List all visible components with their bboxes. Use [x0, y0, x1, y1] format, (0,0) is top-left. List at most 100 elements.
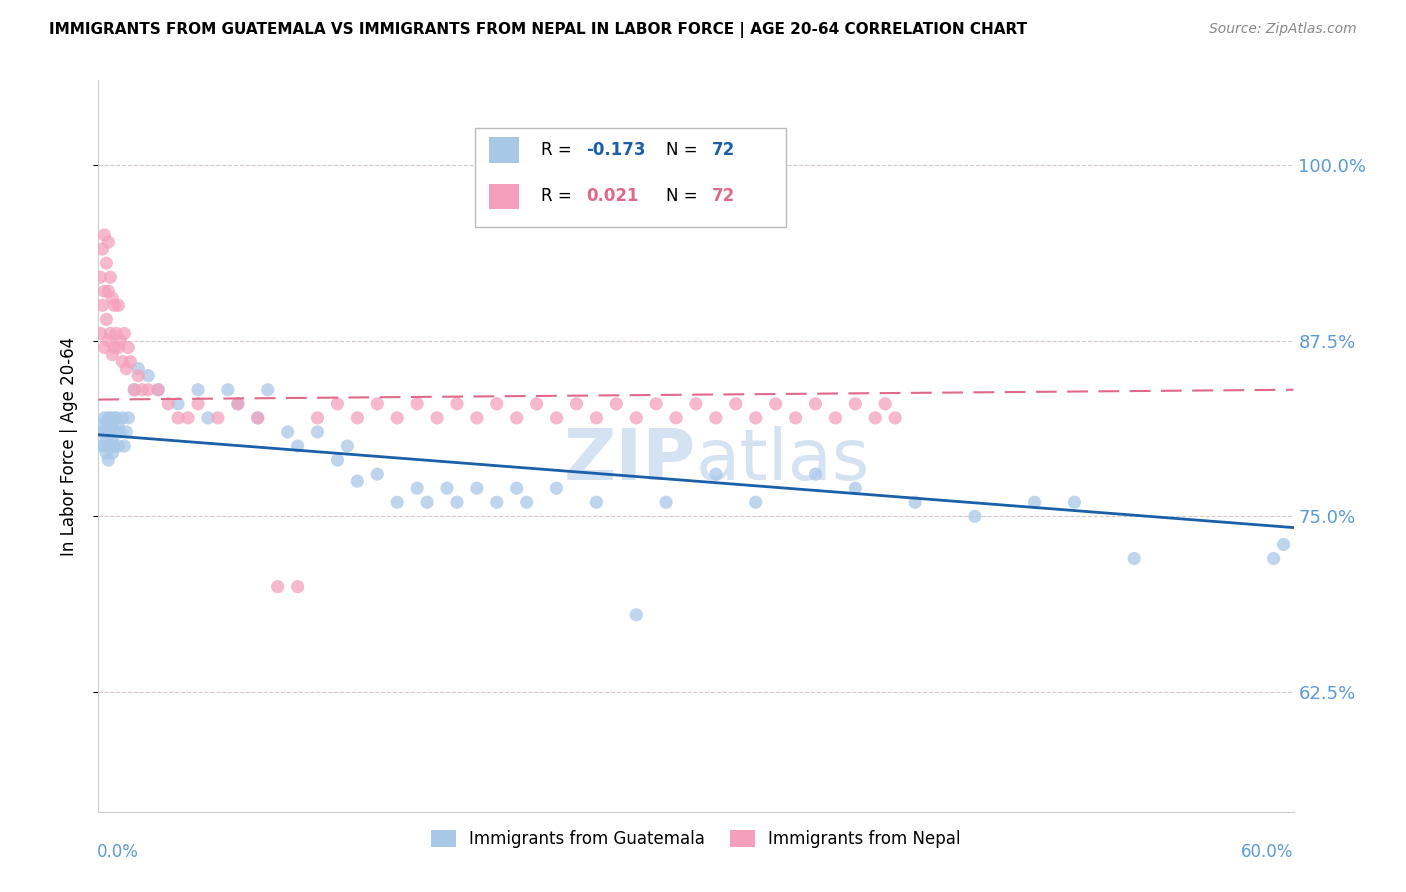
Point	[385, 495, 409, 509]
Point	[585, 410, 607, 425]
Point	[97, 439, 120, 453]
Point	[804, 467, 827, 482]
Point	[131, 383, 153, 397]
Y-axis label: In Labor Force | Age 20-64: In Labor Force | Age 20-64	[59, 336, 77, 556]
Point	[963, 509, 986, 524]
Point	[105, 425, 128, 439]
Point	[89, 270, 111, 285]
Point	[765, 397, 787, 411]
Point	[465, 481, 488, 495]
Point	[157, 397, 180, 411]
Point	[101, 417, 124, 432]
Point	[97, 334, 120, 348]
Point	[645, 397, 668, 411]
Point	[207, 410, 229, 425]
Point	[416, 495, 439, 509]
Point	[136, 368, 159, 383]
Point	[103, 298, 125, 312]
Point	[107, 341, 129, 355]
Point	[307, 425, 329, 439]
Point	[745, 495, 768, 509]
Point	[127, 361, 149, 376]
Point	[93, 227, 115, 242]
Point	[167, 410, 190, 425]
Point	[124, 383, 146, 397]
Point	[91, 298, 114, 312]
Point	[98, 439, 122, 453]
Point	[904, 495, 927, 509]
Point	[107, 298, 129, 312]
Point	[346, 474, 368, 488]
Point	[506, 481, 529, 495]
Point	[824, 410, 846, 425]
Legend: Immigrants from Guatemala, Immigrants from Nepal: Immigrants from Guatemala, Immigrants fr…	[425, 823, 967, 855]
Point	[177, 410, 200, 425]
Text: -0.173: -0.173	[586, 141, 645, 159]
Point	[685, 397, 707, 411]
FancyBboxPatch shape	[489, 137, 519, 162]
Text: N =: N =	[666, 141, 703, 159]
Point	[127, 368, 149, 383]
Point	[105, 410, 128, 425]
Point	[93, 410, 115, 425]
Point	[884, 410, 907, 425]
Point	[465, 410, 488, 425]
Point	[96, 256, 118, 270]
Point	[446, 495, 468, 509]
Point	[1063, 495, 1085, 509]
Point	[98, 425, 122, 439]
Point	[112, 326, 135, 341]
Point	[103, 341, 125, 355]
Point	[98, 410, 122, 425]
Point	[326, 453, 349, 467]
Point	[287, 580, 309, 594]
Text: 72: 72	[711, 141, 735, 159]
Point	[246, 410, 269, 425]
Point	[107, 439, 129, 453]
Point	[187, 383, 209, 397]
Point	[546, 410, 568, 425]
Point	[804, 397, 827, 411]
Point	[136, 383, 159, 397]
Point	[148, 383, 170, 397]
Point	[112, 439, 135, 453]
Text: R =: R =	[541, 187, 576, 205]
Text: R =: R =	[541, 141, 576, 159]
Point	[565, 397, 588, 411]
Text: ZIP: ZIP	[564, 426, 696, 495]
Point	[326, 397, 349, 411]
Point	[110, 334, 132, 348]
Point	[197, 410, 219, 425]
Point	[436, 481, 458, 495]
Point	[1123, 551, 1146, 566]
Point	[307, 410, 329, 425]
Point	[704, 410, 727, 425]
Point	[96, 417, 118, 432]
Point	[385, 410, 409, 425]
Point	[1272, 537, 1295, 551]
Point	[93, 439, 115, 453]
Point	[516, 495, 538, 509]
Point	[120, 354, 142, 368]
Point	[655, 495, 678, 509]
Point	[117, 341, 139, 355]
Point	[101, 291, 124, 305]
Point	[103, 439, 125, 453]
Point	[267, 580, 290, 594]
Point	[97, 453, 120, 467]
Point	[97, 235, 120, 249]
Point	[91, 242, 114, 256]
Text: 0.0%: 0.0%	[97, 843, 138, 861]
Point	[605, 397, 627, 411]
Point	[124, 383, 146, 397]
Text: 0.021: 0.021	[586, 187, 638, 205]
Point	[844, 397, 866, 411]
Point	[217, 383, 239, 397]
Point	[226, 397, 249, 411]
Point	[89, 326, 111, 341]
Point	[785, 410, 807, 425]
Point	[485, 495, 508, 509]
Point	[103, 410, 125, 425]
Point	[89, 439, 111, 453]
Point	[93, 341, 115, 355]
